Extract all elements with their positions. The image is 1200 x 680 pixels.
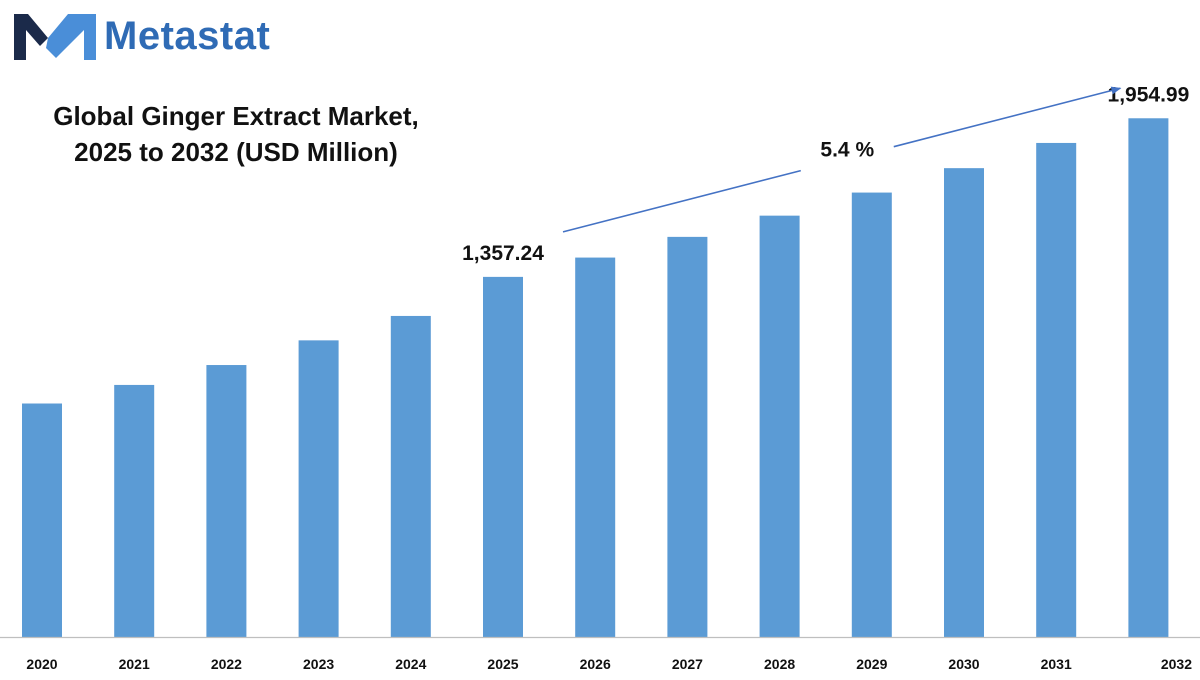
bar-2023: [298, 340, 339, 637]
data-label-2032: 1,954.99: [1108, 83, 1190, 106]
data-label-2025: 1,357.24: [462, 242, 544, 265]
chart-title-line-1: Global Ginger Extract Market,: [53, 101, 419, 131]
bar-2022: [206, 365, 247, 637]
cagr-label: 5.4 %: [820, 139, 874, 162]
bar-2028: [759, 215, 800, 637]
tick-label-2021: 2021: [119, 656, 150, 672]
tick-label-2025: 2025: [487, 656, 518, 672]
bar-series: [22, 118, 1169, 638]
tick-label-2026: 2026: [580, 656, 611, 672]
tick-label-2023: 2023: [303, 656, 334, 672]
tick-label-2027: 2027: [672, 656, 703, 672]
cagr-arrow-segment-1: [562, 169, 801, 233]
bar-2032: [1128, 118, 1169, 637]
chart-title-line-2: 2025 to 2032 (USD Million): [74, 137, 398, 168]
brand-logo: Metastat: [14, 10, 270, 62]
bar-2029: [851, 192, 892, 638]
x-axis-tick-labels: 2020 2021 2022 2023 2024 2025 2026 2027 2028 2029…: [26, 656, 1192, 672]
tick-label-2028: 2028: [764, 656, 795, 672]
tick-label-2029: 2029: [856, 656, 887, 672]
brand-name: Metastat: [104, 14, 271, 58]
bar-2025: [483, 276, 523, 637]
cagr-annotation: 5.4 %: [562, 86, 1122, 233]
data-labels: 1,357.24 1,954.99: [462, 83, 1189, 265]
bar-2021: [114, 384, 155, 637]
tick-label-2020: 2020: [26, 656, 57, 672]
bar-2026: [575, 257, 616, 637]
tick-label-2030: 2030: [948, 656, 979, 672]
metastat-m-logo-icon: [14, 14, 96, 60]
chart-title: Global Ginger Extract Market, 2025 to 20…: [28, 98, 444, 171]
bar-2024: [390, 315, 431, 637]
cagr-arrow-segment-2: [893, 86, 1122, 148]
tick-label-2022: 2022: [211, 656, 242, 672]
bar-2027: [667, 236, 708, 638]
tick-label-2032: 2032: [1161, 656, 1192, 672]
bar-2030: [944, 168, 984, 637]
tick-label-2031: 2031: [1041, 656, 1072, 672]
bar-2031: [1036, 142, 1077, 637]
tick-label-2024: 2024: [395, 656, 426, 672]
bar-2020: [22, 403, 62, 637]
